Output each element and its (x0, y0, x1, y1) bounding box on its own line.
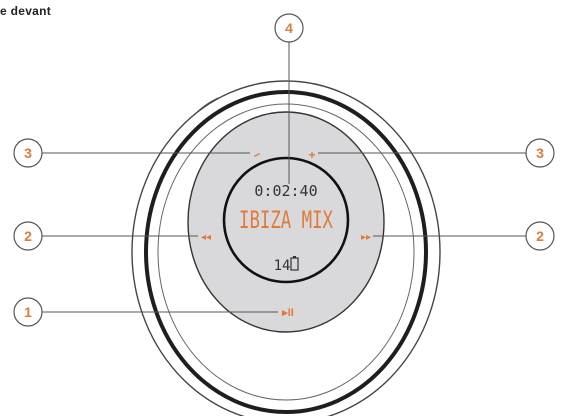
next-button[interactable]: ▸▸ (361, 232, 371, 243)
callout-circle-2-left (13, 221, 43, 251)
callout-number-4: 4 (285, 20, 293, 36)
callout-circle-4 (274, 13, 304, 43)
display-screen (222, 156, 350, 284)
callout-number-2-left: 2 (24, 228, 32, 244)
player-bezel-ring (144, 90, 428, 414)
volume-up-button[interactable]: + (308, 148, 315, 162)
diagram-header-label: e devant (0, 4, 52, 18)
play-pause-button[interactable]: ▸II (281, 307, 294, 319)
callout-number-2-right: 2 (536, 228, 544, 244)
display-track-title: IBIZA MIX (239, 206, 333, 234)
display-time: 0:02:40 (254, 182, 317, 200)
previous-button[interactable]: ◂◂ (201, 232, 211, 243)
display-track-number: 14 (274, 258, 291, 274)
player-inner-ring (157, 103, 415, 401)
battery-icon (290, 256, 299, 271)
callout-number-1: 1 (24, 304, 32, 320)
callout-circle-3-right (525, 138, 555, 168)
callout-circle-3-left (13, 138, 43, 168)
callout-number-3-right: 3 (536, 145, 544, 161)
callout-circle-1 (13, 297, 43, 327)
callout-circle-2-right (525, 221, 555, 251)
callout-number-3-left: 3 (24, 145, 32, 161)
